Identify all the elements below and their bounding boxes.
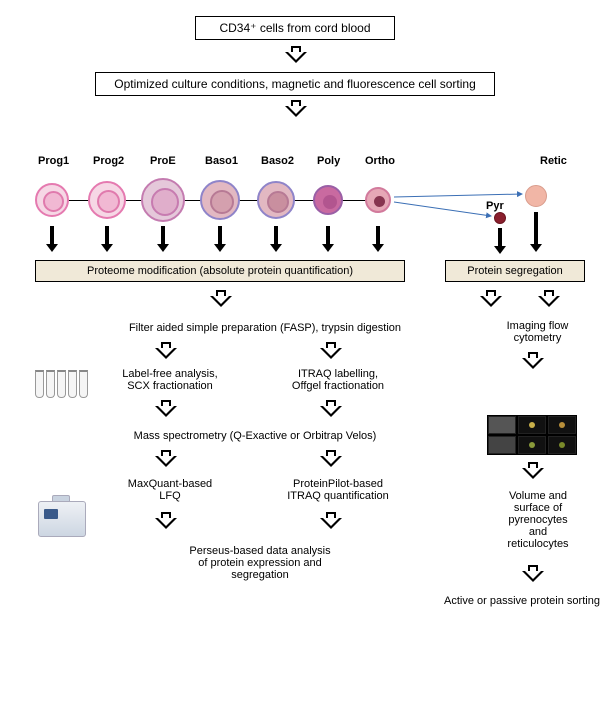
stage-label-prog2: Prog2 [93, 155, 124, 167]
stage-label-baso2: Baso2 [261, 155, 294, 167]
tan-left-box: Proteome modification (absolute protein … [35, 260, 405, 282]
mid-c: ProteinPilot-based ITRAQ quantification [268, 478, 408, 502]
left-a: Label-free analysis, SCX fractionation [100, 368, 240, 392]
arrow-right-c [522, 565, 544, 583]
top-box-text: CD34⁺ cells from cord blood [219, 21, 370, 35]
arrow-left-b [155, 450, 177, 468]
stage-label-pyr: Pyr [486, 200, 504, 212]
cytometry-grid-icon [487, 415, 577, 455]
cell-prog2 [88, 181, 126, 219]
arrow-fasp-left [155, 342, 177, 360]
tan-left-text: Proteome modification (absolute protein … [87, 265, 353, 277]
right-a: Imaging flow cytometry [490, 320, 585, 344]
top-box: CD34⁺ cells from cord blood [195, 16, 395, 40]
cell-prog1 [35, 183, 69, 217]
stage-label-proe: ProE [150, 155, 176, 167]
arrow-mid-a [320, 400, 342, 418]
arrow-down-2 [285, 100, 307, 118]
mid-a: ITRAQ labelling, Offgel fractionation [268, 368, 408, 392]
arrow-mid-b [320, 450, 342, 468]
arrow-tan-right1 [480, 290, 502, 308]
left-c: MaxQuant-based LFQ [100, 478, 240, 502]
arrow-fasp-mid [320, 342, 342, 360]
bottom-merge: Perseus-based data analysis of protein e… [140, 545, 380, 581]
fasp-text: Filter aided simple preparation (FASP), … [105, 322, 425, 334]
cell-baso2 [257, 181, 295, 219]
cell-retic [525, 185, 547, 207]
cell-poly [313, 185, 343, 215]
ms-text: Mass spectrometry (Q-Exactive or Orbitra… [100, 430, 410, 442]
arrow-left-a [155, 400, 177, 418]
stage-label-baso1: Baso1 [205, 155, 238, 167]
right-b: Volume and surface of pyrenocytes and re… [488, 490, 588, 550]
cell-proe [141, 178, 185, 222]
arrow-tan-left [210, 290, 232, 308]
mass-spec-icon [30, 495, 90, 540]
right-c: Active or passive protein sorting [442, 595, 602, 607]
arrow-tan-right2 [538, 290, 560, 308]
tan-right-text: Protein segregation [467, 265, 562, 277]
cell-ortho [365, 187, 391, 213]
second-box: Optimized culture conditions, magnetic a… [95, 72, 495, 96]
cell-baso1 [200, 180, 240, 220]
arrow-right-a [522, 352, 544, 370]
stage-label-retic: Retic [540, 155, 567, 167]
arrow-mid-c [320, 512, 342, 530]
cell-pyr [494, 212, 506, 224]
second-box-text: Optimized culture conditions, magnetic a… [114, 77, 476, 91]
stage-label-poly: Poly [317, 155, 340, 167]
arrow-left-c [155, 512, 177, 530]
stage-label-ortho: Ortho [365, 155, 395, 167]
stage-label-prog1: Prog1 [38, 155, 69, 167]
tan-right-box: Protein segregation [445, 260, 585, 282]
arrow-down-1 [285, 46, 307, 64]
arrow-right-b [522, 462, 544, 480]
test-tubes-icon [35, 370, 93, 410]
